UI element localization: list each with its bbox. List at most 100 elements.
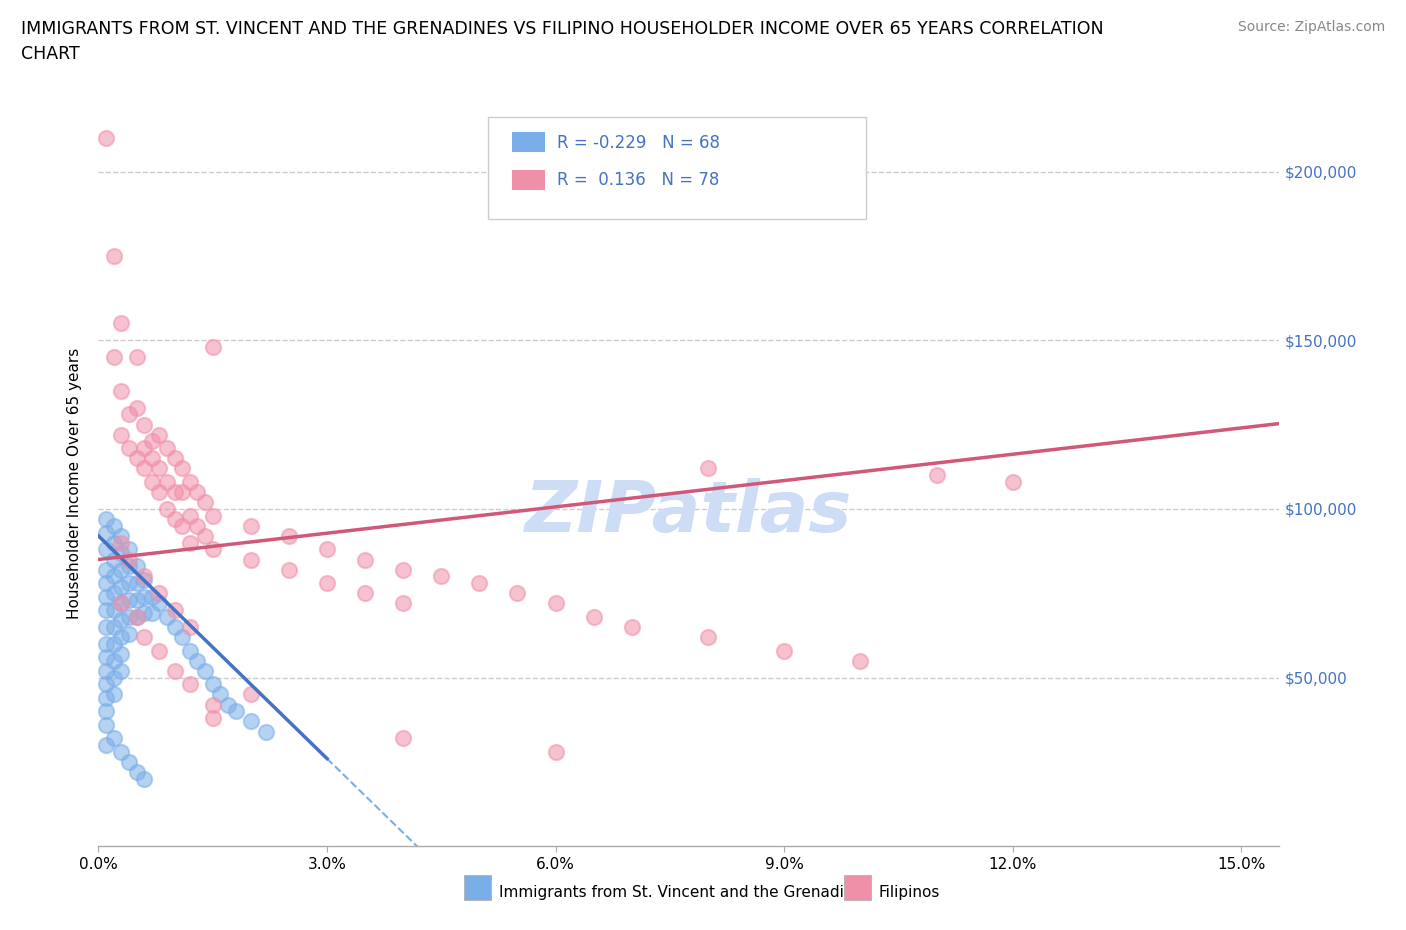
Point [103,671,125,685]
Point [94,512,117,526]
Point [172,461,194,476]
Point [316,576,339,591]
Point [103,636,125,651]
Point [697,461,720,476]
Point [849,653,872,668]
Text: Source: ZipAtlas.com: Source: ZipAtlas.com [1237,20,1385,34]
Point [125,609,148,624]
Point [103,653,125,668]
Point [277,563,299,578]
Point [172,518,194,533]
Point [773,644,796,658]
Point [239,518,262,533]
Point [186,653,208,668]
Point [110,646,132,661]
Point [134,606,156,621]
Point [179,508,201,523]
Point [94,542,117,557]
Point [110,613,132,628]
Point [209,687,232,702]
Point [134,771,156,786]
Point [125,764,148,779]
Point [110,545,132,560]
Point [94,619,117,634]
Point [163,663,186,678]
Point [110,630,132,644]
Point [392,596,415,611]
Point [163,619,186,634]
Point [125,592,148,607]
Point [925,468,948,483]
Point [201,698,224,712]
Point [134,418,156,432]
Point [186,485,208,499]
Point [172,630,194,644]
Point [125,576,148,591]
Point [225,704,247,719]
Point [103,552,125,567]
Point [254,724,277,739]
Point [148,427,170,442]
Point [141,606,163,621]
Point [103,518,125,533]
Text: Immigrants from St. Vincent and the Grenadines: Immigrants from St. Vincent and the Gren… [499,885,872,900]
Point [125,350,148,365]
Point [94,603,117,618]
Point [94,663,117,678]
Point [94,525,117,540]
Point [110,383,132,398]
Point [134,461,156,476]
Point [110,579,132,594]
Point [94,737,117,752]
Point [141,590,163,604]
Point [148,596,170,611]
Text: R =  0.136   N = 78: R = 0.136 N = 78 [557,171,718,190]
Point [163,512,186,526]
Point [103,248,125,263]
Point [103,350,125,365]
Point [125,451,148,466]
Point [110,535,132,550]
Point [186,518,208,533]
Point [179,644,201,658]
Point [134,569,156,584]
Point [1001,474,1024,489]
Point [156,441,179,456]
Point [118,542,141,557]
Point [110,596,132,611]
Point [179,535,201,550]
Point [239,687,262,702]
Point [179,677,201,692]
Point [118,407,141,422]
Text: Filipinos: Filipinos [879,885,941,900]
Text: ZIPatlas: ZIPatlas [526,478,852,547]
Point [201,339,224,354]
Point [94,704,117,719]
Point [103,603,125,618]
Point [103,687,125,702]
Point [148,461,170,476]
Point [316,542,339,557]
Point [118,576,141,591]
Point [697,630,720,644]
Point [141,434,163,449]
Point [163,451,186,466]
Text: CHART: CHART [21,45,80,62]
Point [468,576,491,591]
Point [134,441,156,456]
Point [110,744,132,759]
Point [217,698,239,712]
Point [156,501,179,516]
Point [94,717,117,732]
Point [94,576,117,591]
Point [94,563,117,578]
Point [354,586,377,601]
Point [103,619,125,634]
Point [94,590,117,604]
Text: IMMIGRANTS FROM ST. VINCENT AND THE GRENADINES VS FILIPINO HOUSEHOLDER INCOME OV: IMMIGRANTS FROM ST. VINCENT AND THE GREN… [21,20,1104,38]
Point [94,677,117,692]
Point [110,596,132,611]
Point [118,559,141,574]
Y-axis label: Householder Income Over 65 years: Householder Income Over 65 years [67,348,83,619]
Point [179,619,201,634]
